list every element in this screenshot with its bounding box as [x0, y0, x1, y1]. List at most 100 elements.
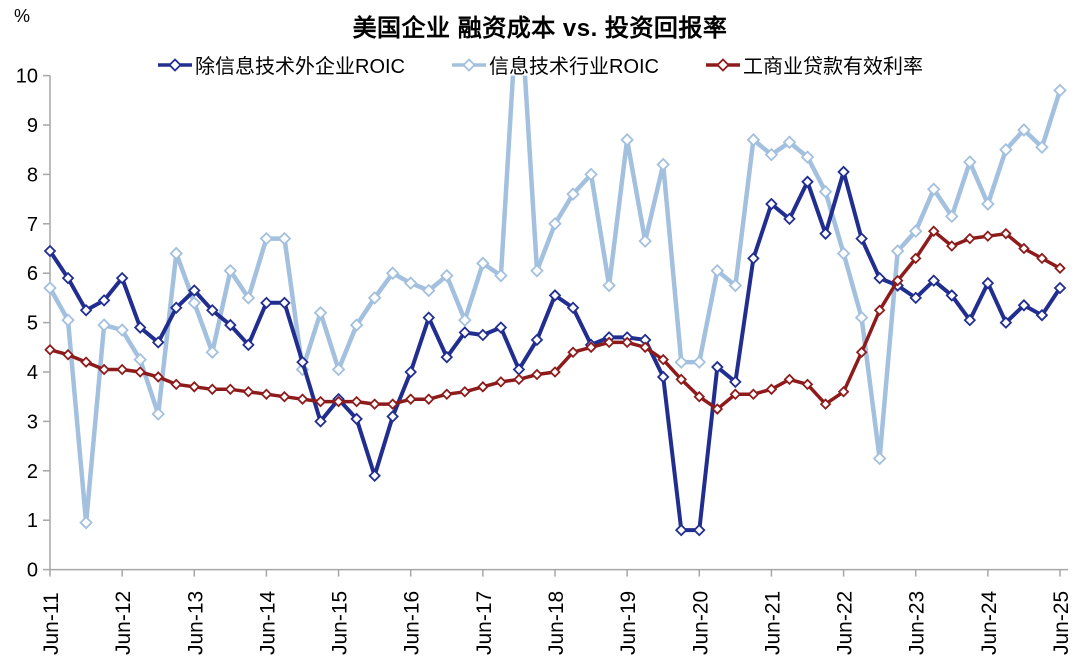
data-point-marker	[97, 318, 111, 332]
data-point-marker	[513, 373, 525, 386]
y-axis-tick-label: 10	[16, 66, 38, 88]
data-point-marker	[133, 321, 147, 334]
data-point-marker	[982, 230, 994, 242]
x-axis-tick-label: Jun-12	[112, 591, 135, 655]
data-point-marker	[97, 294, 111, 307]
data-point-marker	[385, 266, 400, 280]
data-point-marker	[710, 263, 725, 278]
data-point-marker	[854, 310, 869, 325]
legend-line-diamond-icon	[706, 57, 740, 72]
data-point-marker	[1017, 299, 1031, 312]
legend-item-roic-ex-it: 除信息技术外企业ROIC	[157, 50, 405, 79]
data-point-marker	[872, 451, 887, 466]
data-point-marker	[729, 388, 742, 401]
data-point-marker	[368, 469, 381, 483]
x-axis-tick-label: Jun-20	[689, 591, 712, 655]
legend-label: 工商业贷款有效利率	[743, 56, 923, 78]
data-point-marker	[422, 393, 435, 405]
data-point-marker	[260, 296, 273, 310]
data-point-marker	[43, 281, 57, 295]
data-point-marker	[421, 283, 436, 298]
data-point-marker	[367, 291, 382, 305]
data-point-marker	[1054, 262, 1066, 275]
data-point-marker	[873, 304, 886, 317]
data-point-marker	[656, 157, 670, 172]
data-point-marker	[692, 355, 707, 369]
data-point-marker	[1035, 140, 1049, 155]
y-axis-tick-label: 5	[27, 313, 38, 335]
data-point-marker	[531, 368, 543, 381]
data-point-marker	[79, 515, 93, 530]
legend-line-diamond-icon	[452, 57, 486, 72]
data-point-marker	[98, 363, 110, 376]
data-point-marker	[495, 376, 507, 388]
data-point-marker	[818, 184, 833, 199]
data-point-marker	[549, 366, 561, 378]
x-axis-tick-label: Jun-24	[978, 590, 1001, 655]
data-point-marker	[764, 147, 779, 162]
data-point-marker	[837, 385, 850, 398]
data-point-marker	[603, 336, 615, 349]
data-point-marker	[909, 252, 922, 265]
data-point-marker	[1053, 281, 1067, 295]
data-point-marker	[801, 175, 814, 189]
data-point-marker	[115, 323, 129, 337]
data-point-marker	[747, 388, 760, 401]
chart-legend: 除信息技术外企业ROIC 信息技术行业ROIC 工商业贷款有效利率	[0, 50, 1080, 79]
series-line-1	[48, 75, 1063, 525]
data-point-marker	[801, 378, 814, 391]
y-axis-tick-label: 0	[27, 560, 38, 582]
x-axis-tick-label: Jun-21	[761, 591, 784, 655]
data-point-marker	[566, 187, 580, 201]
data-point-marker	[278, 296, 291, 310]
data-point-marker	[946, 240, 958, 252]
data-point-marker	[674, 523, 688, 537]
data-point-marker	[494, 321, 508, 334]
data-point-marker	[999, 316, 1013, 329]
data-point-marker	[260, 388, 273, 401]
data-point-marker	[43, 244, 57, 258]
data-point-marker	[477, 381, 489, 393]
data-point-marker	[169, 246, 184, 261]
data-point-marker	[945, 209, 959, 224]
data-point-marker	[836, 246, 851, 261]
data-point-marker	[819, 398, 832, 410]
data-point-marker	[224, 383, 237, 396]
data-point-marker	[133, 352, 147, 367]
y-axis-tick-label: 3	[27, 411, 38, 433]
data-point-marker	[873, 271, 886, 285]
data-point-marker	[151, 407, 165, 421]
series-group	[43, 75, 1067, 537]
data-point-marker	[1017, 123, 1031, 137]
data-point-marker	[458, 313, 472, 327]
data-point-marker	[44, 343, 56, 356]
data-point-marker	[278, 390, 291, 403]
data-point-marker	[729, 375, 742, 389]
chart-title: 美国企业 融资成本 vs. 投资回报率	[352, 15, 728, 42]
data-point-marker	[621, 336, 633, 349]
data-point-marker	[314, 395, 327, 408]
legend-item-roic-it: 信息技术行业ROIC	[451, 50, 659, 79]
data-point-marker	[206, 303, 219, 317]
data-point-marker	[584, 167, 598, 182]
x-axis-tick-label: Jun-13	[184, 591, 207, 655]
series-markers-1	[43, 83, 1067, 530]
data-point-marker	[1000, 227, 1012, 240]
data-point-marker	[404, 393, 417, 405]
legend-label: 除信息技术外企业ROIC	[195, 56, 405, 78]
data-point-marker	[566, 301, 580, 315]
data-point-marker	[422, 311, 436, 324]
data-point-marker	[223, 263, 238, 278]
data-point-marker	[332, 395, 345, 408]
legend-item-loan-rate: 工商业贷款有效利率	[705, 50, 923, 79]
data-point-marker	[999, 142, 1013, 157]
data-point-marker	[206, 383, 219, 396]
data-point-marker	[927, 225, 940, 237]
y-axis-unit-label: %	[14, 6, 31, 26]
data-point-marker	[855, 346, 868, 359]
data-point-marker	[349, 318, 364, 332]
data-point-marker	[170, 378, 183, 391]
data-point-marker	[783, 373, 796, 386]
data-point-marker	[963, 155, 977, 169]
data-point-marker	[188, 381, 201, 393]
